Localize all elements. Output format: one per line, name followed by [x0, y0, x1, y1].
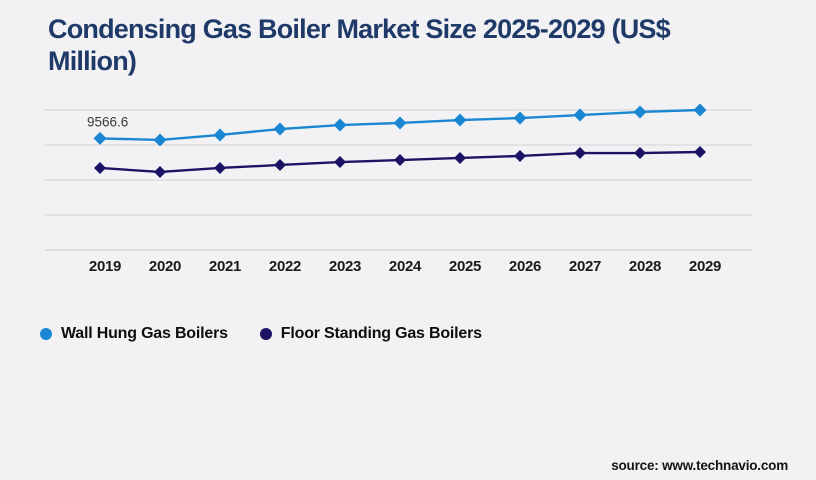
legend-label: Floor Standing Gas Boilers — [280, 325, 482, 342]
data-point-diamond-icon — [94, 161, 106, 174]
x-tick-label: 2021 — [209, 258, 241, 275]
data-point-diamond-icon — [514, 149, 526, 162]
x-tick-label: 2028 — [629, 258, 661, 275]
data-point-diamond-icon — [334, 156, 346, 169]
data-point-diamond-icon — [214, 161, 226, 174]
x-tick-label: 2025 — [449, 258, 481, 275]
chart-legend: Wall Hung Gas Boilers Floor Standing Gas… — [40, 325, 482, 343]
data-point-diamond-icon — [693, 103, 707, 117]
data-point-diamond-icon — [273, 122, 287, 136]
data-point-diamond-icon — [93, 131, 107, 145]
x-tick-label: 2029 — [689, 258, 721, 275]
data-point-diamond-icon — [274, 158, 286, 171]
x-tick-label: 2022 — [269, 258, 301, 275]
legend-item-wall-hung: Wall Hung Gas Boilers — [40, 325, 228, 343]
data-point-diamond-icon — [154, 165, 166, 178]
data-point-diamond-icon — [393, 116, 407, 130]
data-point-diamond-icon — [634, 147, 646, 160]
x-tick-label: 2027 — [569, 258, 601, 275]
data-point-label: 9566.6 — [87, 114, 128, 129]
x-tick-label: 2024 — [389, 258, 422, 275]
legend-dot-icon — [259, 328, 272, 340]
legend-dot-icon — [40, 328, 52, 340]
data-point-diamond-icon — [454, 151, 466, 164]
data-point-diamond-icon — [394, 154, 406, 167]
legend-item-floor-standing: Floor Standing Gas Boilers — [259, 325, 482, 343]
source-attribution: source: www.technavio.com — [611, 458, 788, 473]
data-point-diamond-icon — [153, 133, 167, 147]
data-point-diamond-icon — [333, 118, 347, 132]
x-tick-label: 2019 — [89, 258, 121, 275]
chart-title: Condensing Gas Boiler Market Size 2025-2… — [48, 14, 671, 76]
data-point-diamond-icon — [453, 113, 467, 127]
data-point-diamond-icon — [573, 108, 587, 122]
data-point-diamond-icon — [513, 111, 527, 125]
legend-label: Wall Hung Gas Boilers — [61, 325, 228, 342]
data-point-diamond-icon — [694, 146, 706, 158]
x-tick-label: 2023 — [329, 258, 361, 275]
x-tick-label: 2026 — [509, 258, 541, 275]
data-point-diamond-icon — [213, 128, 227, 142]
x-tick-label: 2020 — [149, 258, 181, 275]
data-point-diamond-icon — [574, 147, 586, 160]
data-point-diamond-icon — [633, 105, 647, 119]
